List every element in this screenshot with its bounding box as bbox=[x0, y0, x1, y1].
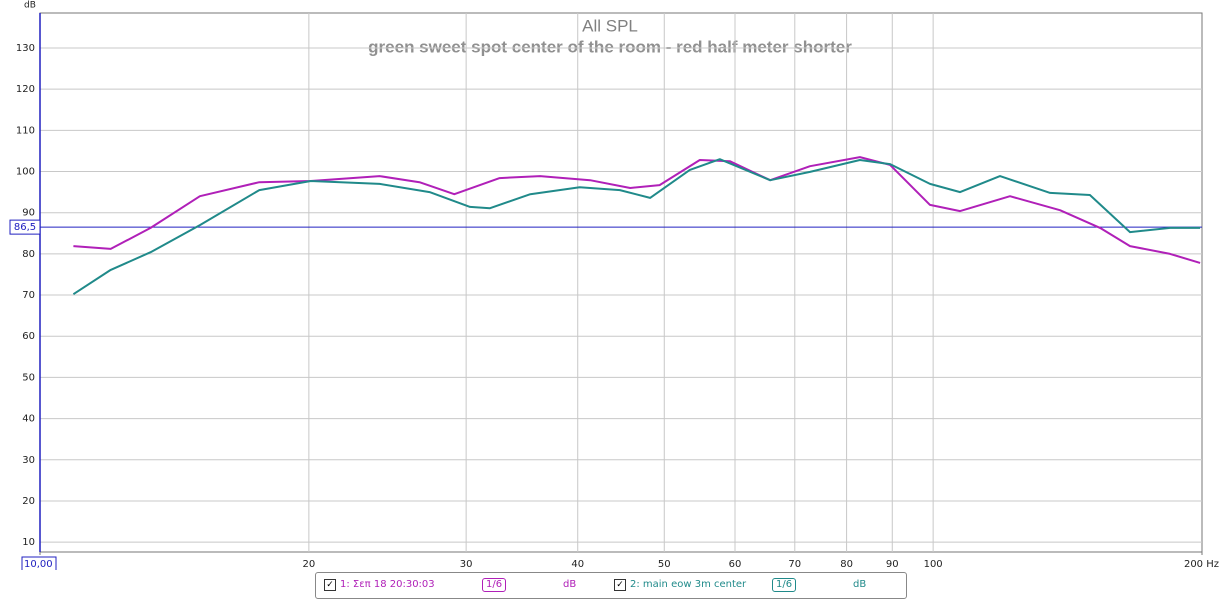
series-line bbox=[72, 158, 1201, 296]
x-tick-label: 90 bbox=[886, 559, 899, 570]
y-tick-label: 120 bbox=[16, 84, 35, 95]
y-tick-label: 30 bbox=[22, 455, 35, 466]
x-tick-label: 200 Hz bbox=[1184, 559, 1219, 570]
chart: All SPL green sweet spot center of the r… bbox=[9, 1, 1219, 570]
chart-subtitle: green sweet spot center of the room - re… bbox=[368, 37, 852, 56]
y-tick-label: 90 bbox=[22, 208, 35, 219]
x-tick-label: 80 bbox=[840, 559, 853, 570]
y-tick-label: 60 bbox=[22, 331, 35, 342]
checkbox[interactable]: ✓ bbox=[614, 579, 626, 591]
x-tick-label: 60 bbox=[729, 559, 742, 570]
plot-area bbox=[39, 12, 1203, 553]
y-tick-label: 40 bbox=[22, 414, 35, 425]
y-tick-label: 80 bbox=[22, 249, 35, 260]
legend-unit: dB bbox=[563, 579, 577, 590]
y-tick-label: 20 bbox=[22, 496, 35, 507]
y-tick-label: 130 bbox=[16, 43, 35, 54]
x-tick-label: 40 bbox=[571, 559, 584, 570]
series-line bbox=[73, 156, 1201, 264]
legend-unit: dB bbox=[853, 579, 867, 590]
x-start-box bbox=[21, 556, 57, 570]
legend: ✓ 1: Σεπ 18 20:30:03 1/6 dB ✓ 2: main eow 3m … bbox=[315, 572, 907, 599]
x-tick-label: 20 bbox=[302, 559, 315, 570]
legend-label: 1: Σεπ 18 20:30:03 bbox=[340, 579, 435, 590]
y-tick-label: 70 bbox=[22, 290, 35, 301]
y-tick-label: 50 bbox=[22, 372, 35, 383]
y-tick-label: 110 bbox=[16, 125, 35, 136]
y-tick-label: 100 bbox=[16, 167, 35, 178]
y-axis-label: dB bbox=[24, 1, 36, 11]
y-tick-label: 10 bbox=[22, 537, 35, 548]
x-tick-label: 30 bbox=[460, 559, 473, 570]
smoothing-box: 1/6 bbox=[772, 578, 797, 592]
checkbox[interactable]: ✓ bbox=[324, 579, 336, 591]
chart-title: All SPL bbox=[582, 16, 638, 35]
x-tick-label: 10,00 bbox=[24, 559, 53, 570]
x-tick-label: 100 bbox=[924, 559, 943, 570]
x-tick-label: 70 bbox=[788, 559, 801, 570]
cursor-box bbox=[9, 219, 41, 235]
legend-label: 2: main eow 3m center bbox=[630, 579, 747, 590]
x-tick-label: 50 bbox=[658, 559, 671, 570]
smoothing-box: 1/6 bbox=[482, 578, 507, 592]
cursor-label: 86,5 bbox=[14, 222, 36, 233]
